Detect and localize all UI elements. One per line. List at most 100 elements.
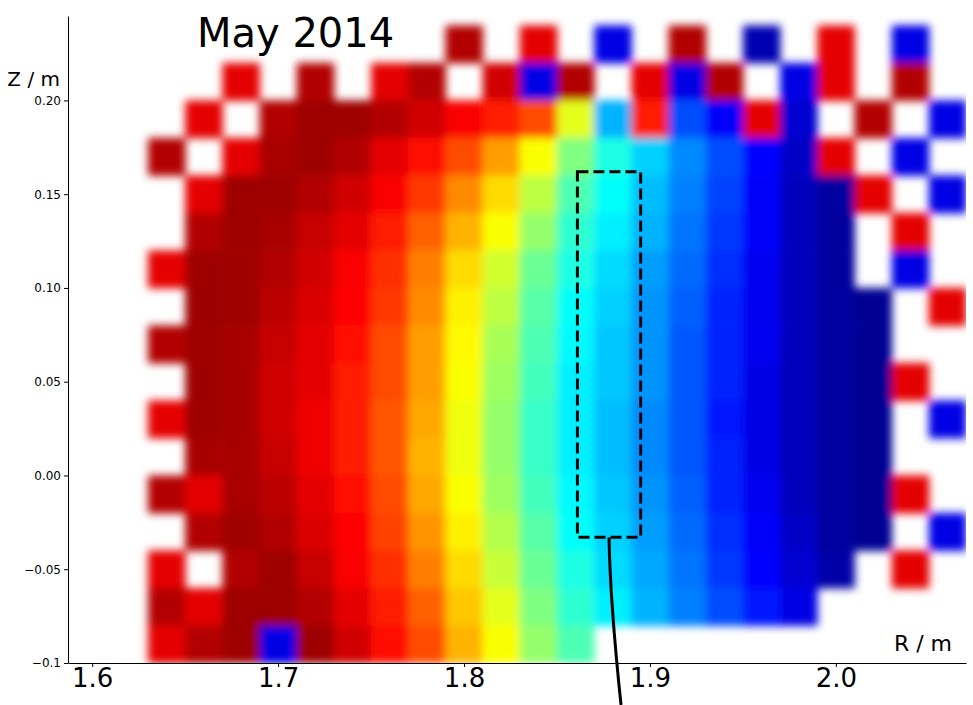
- y-tick-mark: [64, 100, 68, 101]
- heatmap-cell: [297, 63, 335, 101]
- heatmap-cell: [222, 175, 260, 213]
- heatmap-cell: [185, 588, 223, 626]
- heatmap-cell: [297, 213, 335, 251]
- y-tick: 0.00: [34, 469, 68, 483]
- heatmap-cell: [222, 438, 260, 476]
- heatmap-cell: [371, 213, 409, 251]
- heatmap-cell: [669, 250, 707, 288]
- y-tick: 0.20: [34, 94, 68, 108]
- heatmap-cell: [259, 213, 297, 251]
- heatmap-cell: [297, 100, 335, 138]
- heatmap-cell: [780, 138, 818, 176]
- heatmap-cell: [222, 625, 260, 663]
- heatmap-cell: [445, 550, 483, 588]
- heatmap-cell: [817, 288, 855, 326]
- heatmap-cell: [743, 550, 781, 588]
- heatmap-cell: [371, 400, 409, 438]
- heatmap-cell: [780, 213, 818, 251]
- heatmap-cell: [483, 250, 521, 288]
- heatmap-cell: [222, 63, 260, 101]
- y-tick-label: 0.15: [34, 187, 61, 201]
- heatmap-cell: [520, 288, 558, 326]
- heatmap-cell: [706, 513, 744, 551]
- y-tick-mark: [64, 382, 68, 383]
- heatmap-cell: [854, 438, 892, 476]
- heatmap-cell: [854, 400, 892, 438]
- heatmap-cell: [706, 475, 744, 513]
- heatmap-cell: [669, 400, 707, 438]
- heatmap-cell: [557, 175, 595, 213]
- heatmap-cell: [445, 363, 483, 401]
- y-tick-mark: [64, 663, 68, 664]
- heatmap-cell: [631, 213, 669, 251]
- heatmap-cell: [445, 513, 483, 551]
- heatmap-cell: [371, 550, 409, 588]
- heatmap-cell: [371, 288, 409, 326]
- heatmap-cell: [334, 513, 372, 551]
- heatmap-cell: [408, 100, 446, 138]
- heatmap-cell: [892, 138, 930, 176]
- heatmap-cell: [929, 100, 966, 138]
- heatmap-cell: [259, 363, 297, 401]
- heatmap-cell: [520, 138, 558, 176]
- heatmap-cell: [743, 100, 781, 138]
- heatmap-cell: [520, 175, 558, 213]
- heatmap-cell: [706, 63, 744, 101]
- heatmap-cells: [148, 25, 966, 663]
- heatmap-cell: [669, 25, 707, 63]
- heatmap-cell: [520, 100, 558, 138]
- heatmap-cell: [929, 175, 966, 213]
- heatmap-cell: [780, 250, 818, 288]
- heatmap-cell: [408, 400, 446, 438]
- title: May 2014: [197, 10, 394, 56]
- heatmap-cell: [259, 400, 297, 438]
- heatmap-cell: [780, 513, 818, 551]
- heatmap-cell: [780, 400, 818, 438]
- heatmap-cell: [148, 625, 186, 663]
- heatmap-cell: [259, 513, 297, 551]
- heatmap-cell: [185, 363, 223, 401]
- heatmap-cell: [594, 325, 632, 363]
- heatmap-cell: [408, 138, 446, 176]
- x-tick-label: 1.8: [444, 663, 485, 693]
- heatmap-cell: [483, 138, 521, 176]
- heatmap-cell: [557, 588, 595, 626]
- heatmap-cell: [520, 363, 558, 401]
- heatmap-cell: [408, 475, 446, 513]
- heatmap-cell: [408, 438, 446, 476]
- heatmap-cell: [408, 550, 446, 588]
- heatmap-cell: [371, 250, 409, 288]
- heatmap-cell: [371, 513, 409, 551]
- heatmap-cell: [148, 588, 186, 626]
- heatmap-cell: [371, 475, 409, 513]
- heatmap-cell: [408, 625, 446, 663]
- heatmap-cell: [594, 250, 632, 288]
- heatmap-cell: [743, 475, 781, 513]
- heatmap-cell: [483, 438, 521, 476]
- y-tick-mark: [64, 475, 68, 476]
- heatmap-cell: [334, 550, 372, 588]
- heatmap-cell: [817, 475, 855, 513]
- heatmap-cell: [185, 438, 223, 476]
- heatmap-cell: [631, 363, 669, 401]
- heatmap-cell: [520, 588, 558, 626]
- heatmap-cell: [854, 513, 892, 551]
- heatmap-cell: [185, 250, 223, 288]
- y-tick: 0.05: [34, 375, 68, 389]
- heatmap-cell: [520, 400, 558, 438]
- heatmap-cell: [259, 175, 297, 213]
- heatmap-cell: [669, 513, 707, 551]
- heatmap-cell: [222, 475, 260, 513]
- heatmap-cell: [371, 100, 409, 138]
- heatmap-cell: [743, 288, 781, 326]
- heatmap-cell: [780, 288, 818, 326]
- heatmap-cell: [817, 513, 855, 551]
- heatmap-cell: [817, 400, 855, 438]
- heatmap-cell: [222, 138, 260, 176]
- heatmap-cell: [297, 250, 335, 288]
- heatmap-cell: [408, 213, 446, 251]
- heatmap-cell: [743, 213, 781, 251]
- heatmap-cell: [445, 100, 483, 138]
- heatmap-cell: [706, 288, 744, 326]
- highlight-box: [577, 172, 640, 538]
